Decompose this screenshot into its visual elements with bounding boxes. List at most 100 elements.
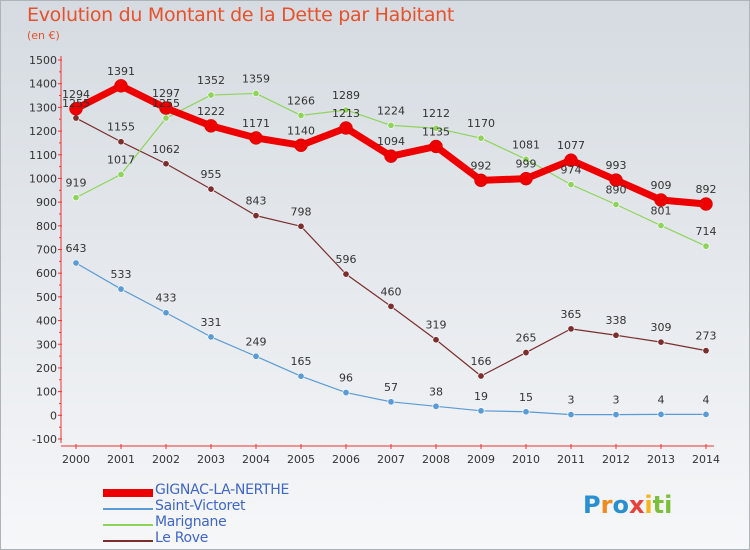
x-tick-label: 2010 (512, 453, 540, 466)
data-point-saint-victoret (342, 389, 350, 397)
legend-label: GIGNAC-LA-NERTHE (155, 482, 290, 498)
data-label-saint-victoret: 3 (613, 394, 620, 407)
y-tick-label: 1300 (29, 101, 57, 114)
logo-letter: o (612, 491, 629, 519)
data-label-le-rove: 273 (696, 330, 717, 343)
data-label-gignac-la-nerthe: 1140 (287, 124, 315, 137)
x-tick-label: 2007 (377, 453, 405, 466)
data-point-marignane (522, 155, 530, 163)
data-label-marignane: 1224 (377, 104, 405, 117)
x-tick-label: 2008 (422, 453, 450, 466)
data-point-marignane (702, 242, 710, 250)
y-tick-label: 300 (36, 338, 57, 351)
data-label-gignac-la-nerthe: 1171 (242, 117, 270, 130)
data-point-gignac-la-nerthe (384, 149, 398, 163)
data-label-gignac-la-nerthe: 999 (516, 158, 537, 171)
y-tick-label: 1000 (29, 172, 57, 185)
data-point-gignac-la-nerthe (339, 121, 353, 135)
data-label-gignac-la-nerthe: 1222 (197, 105, 225, 118)
data-point-saint-victoret (72, 259, 80, 267)
legend-swatch (103, 524, 153, 526)
x-tick-label: 2011 (557, 453, 585, 466)
data-point-saint-victoret (162, 309, 170, 317)
data-label-marignane: 974 (561, 164, 582, 177)
data-point-gignac-la-nerthe (474, 173, 488, 188)
data-label-gignac-la-nerthe: 892 (696, 183, 717, 196)
y-tick-label: 1200 (29, 125, 57, 138)
data-point-saint-victoret (522, 408, 530, 416)
data-point-marignane (297, 111, 305, 119)
data-label-marignane: 1170 (467, 117, 495, 130)
data-point-saint-victoret (117, 285, 125, 293)
data-point-gignac-la-nerthe (294, 138, 308, 153)
data-label-gignac-la-nerthe: 1294 (62, 88, 90, 101)
data-point-le-rove (117, 138, 125, 146)
data-label-gignac-la-nerthe: 1094 (377, 135, 405, 148)
data-label-saint-victoret: 3 (568, 394, 575, 407)
data-label-le-rove: 1062 (152, 143, 180, 156)
data-label-gignac-la-nerthe: 993 (606, 159, 627, 172)
data-label-gignac-la-nerthe: 1213 (332, 107, 360, 120)
data-point-le-rove (387, 302, 395, 310)
data-point-gignac-la-nerthe (564, 153, 578, 167)
data-label-gignac-la-nerthe: 1391 (107, 65, 135, 78)
y-tick-label: 1500 (29, 54, 57, 67)
legend-swatch (103, 540, 153, 542)
data-label-saint-victoret: 165 (291, 355, 312, 368)
y-tick-label: 1400 (29, 78, 57, 91)
y-tick-label: 400 (36, 315, 57, 328)
data-point-le-rove (72, 114, 80, 122)
data-label-le-rove: 265 (516, 332, 537, 345)
data-point-saint-victoret (432, 402, 440, 410)
data-label-saint-victoret: 4 (703, 393, 710, 406)
y-tick-label: 1100 (29, 149, 57, 162)
legend-label: Marignane (155, 514, 227, 530)
data-label-marignane: 1289 (332, 89, 360, 102)
data-point-saint-victoret (297, 372, 305, 380)
x-tick-label: 2013 (647, 453, 675, 466)
y-tick-label: 0 (50, 409, 57, 422)
legend-label: Le Rove (155, 530, 209, 546)
data-point-le-rove (297, 222, 305, 230)
data-point-gignac-la-nerthe (699, 197, 713, 211)
data-point-le-rove (162, 160, 170, 168)
data-label-marignane: 801 (651, 205, 672, 218)
data-label-marignane: 1359 (242, 72, 270, 85)
data-point-le-rove (477, 372, 485, 380)
y-tick-label: 100 (36, 386, 57, 399)
data-point-gignac-la-nerthe (609, 173, 623, 187)
data-label-saint-victoret: 15 (519, 391, 533, 404)
data-label-le-rove: 460 (381, 285, 402, 298)
logo-letter: x (628, 491, 645, 519)
y-tick-label: 800 (36, 220, 57, 233)
data-point-gignac-la-nerthe (654, 193, 668, 207)
data-point-marignane (612, 200, 620, 208)
data-label-marignane: 1017 (107, 153, 135, 166)
data-point-le-rove (252, 212, 260, 220)
logo-letter: t (652, 491, 665, 519)
data-point-marignane (117, 170, 125, 178)
x-tick-label: 2014 (692, 453, 720, 466)
y-tick-label: 500 (36, 291, 57, 304)
x-tick-label: 2002 (152, 453, 180, 466)
data-point-saint-victoret (477, 407, 485, 415)
data-label-saint-victoret: 533 (111, 268, 132, 281)
y-tick-label: 600 (36, 267, 57, 280)
data-point-marignane (162, 114, 170, 122)
data-point-le-rove (432, 336, 440, 344)
data-point-marignane (252, 89, 260, 97)
data-label-marignane: 1352 (197, 74, 225, 87)
data-label-gignac-la-nerthe: 1077 (557, 139, 585, 152)
data-point-marignane (72, 194, 80, 202)
logo-letter: i (664, 491, 673, 519)
y-tick-label: -100 (32, 433, 57, 446)
data-point-le-rove (567, 325, 575, 333)
x-tick-label: 2004 (242, 453, 270, 466)
data-point-le-rove (702, 347, 710, 355)
x-tick-label: 2005 (287, 453, 315, 466)
x-tick-label: 2001 (107, 453, 135, 466)
data-point-marignane (567, 181, 575, 189)
data-label-marignane: 714 (696, 225, 717, 238)
data-label-gignac-la-nerthe: 992 (471, 159, 492, 172)
